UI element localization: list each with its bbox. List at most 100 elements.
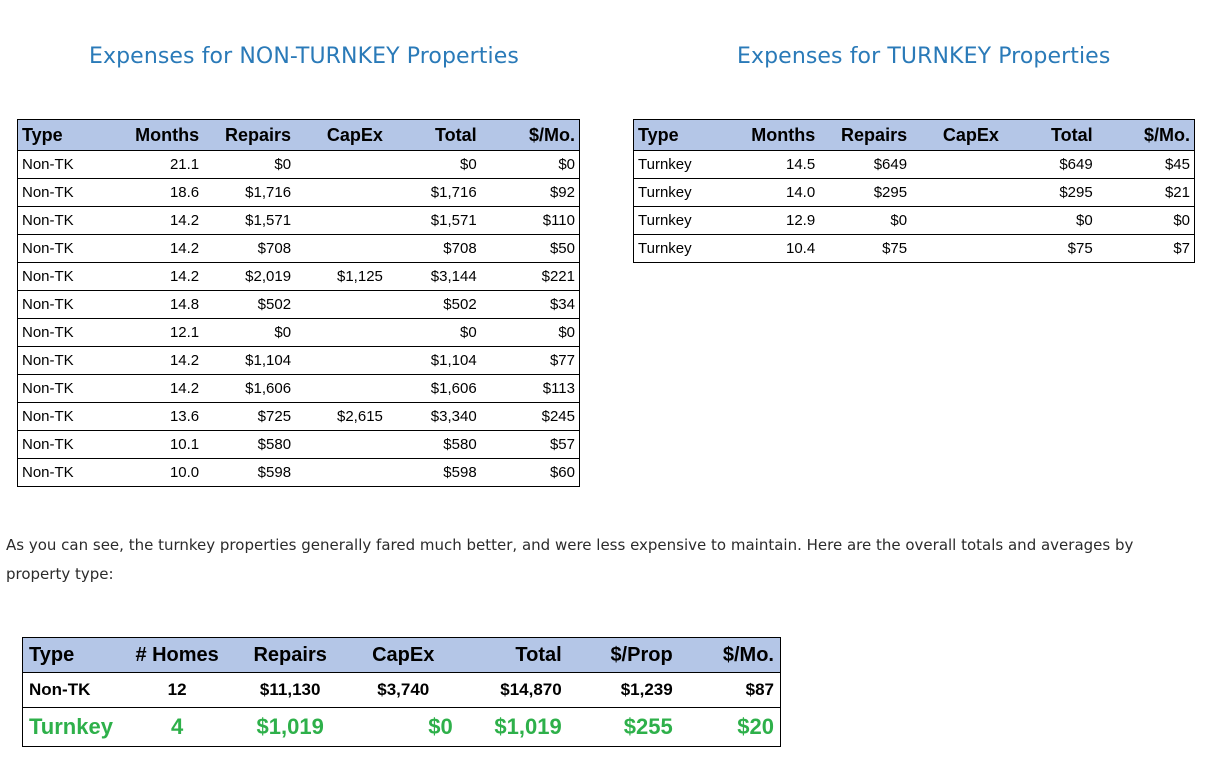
- cell-repairs: $0: [203, 150, 296, 179]
- cell-type: Non-TK: [17, 206, 104, 235]
- cell-total: $708: [386, 234, 481, 263]
- cell-capex: [295, 234, 387, 263]
- cell-capex: [295, 150, 387, 179]
- table-row: Non-TK 14.2 $1,571 $1,571 $110: [17, 206, 580, 235]
- cell-capex: [295, 459, 387, 487]
- cell-capex: [911, 206, 1003, 235]
- cell-repairs: $502: [203, 290, 296, 319]
- table-row: Non-TK 13.6 $725 $2,615 $3,340 $245: [17, 402, 580, 431]
- cell-per-month: $45: [1096, 150, 1195, 179]
- cell-capex: [911, 150, 1003, 179]
- cell-total: $1,716: [386, 178, 481, 207]
- cell-type: Non-TK: [17, 290, 104, 319]
- turnkey-expenses-table: Type Months Repairs CapEx Total $/Mo. Tu…: [633, 119, 1195, 263]
- summary-totals-table: Type # Homes Repairs CapEx Total $/Prop …: [22, 637, 781, 747]
- cell-months: 14.0: [719, 178, 820, 207]
- cell-capex: [295, 430, 387, 459]
- cell-type: Turnkey: [633, 206, 720, 235]
- cell-total: $598: [443, 464, 477, 481]
- cell-repairs: $75: [882, 240, 908, 257]
- header-per-prop: $/Prop: [567, 637, 679, 673]
- cell-capex: $0: [428, 714, 453, 739]
- header-repairs: Repairs: [203, 119, 296, 151]
- cell-months: 14.2: [103, 374, 204, 403]
- table-row: Turnkey 14.5 $649 $649 $45: [633, 150, 1195, 179]
- cell-total: $1,571: [386, 206, 481, 235]
- cell-capex: [911, 178, 1003, 207]
- cell-per-prop: $255: [623, 714, 673, 739]
- table-header-row: Type Months Repairs CapEx Total $/Mo.: [17, 119, 580, 151]
- header-per-month: $/Mo.: [480, 119, 580, 151]
- cell-months: 12.9: [719, 206, 820, 235]
- table-row: Non-TK 14.2 $1,606 $1,606 $113: [17, 374, 580, 403]
- cell-type: Non-TK: [22, 672, 122, 708]
- cell-per-month: $50: [480, 234, 580, 263]
- cell-per-month: $77: [480, 346, 580, 375]
- cell-total: $0: [386, 318, 481, 347]
- table-header-row: Type Months Repairs CapEx Total $/Mo.: [633, 119, 1195, 151]
- cell-capex: [295, 346, 387, 375]
- header-capex: CapEx: [347, 637, 459, 673]
- cell-repairs: $1,571: [203, 206, 296, 235]
- header-months: Months: [103, 119, 204, 151]
- cell-homes: 4: [171, 714, 184, 739]
- table-row: Turnkey 12.9 $0 $0 $0: [633, 206, 1195, 235]
- cell-total: $649: [1002, 150, 1097, 179]
- table-header-row: Type # Homes Repairs CapEx Total $/Prop …: [22, 637, 781, 673]
- table-row: Non-TK 21.1 $0 $0 $0: [17, 150, 580, 179]
- table-row: Non-TK 14.8 $502 $502 $34: [17, 290, 580, 319]
- cell-capex: [911, 235, 1003, 263]
- cell-total: $1,019: [494, 714, 562, 739]
- header-months: Months: [719, 119, 820, 151]
- cell-total: $0: [1002, 206, 1097, 235]
- cell-type: Non-TK: [17, 262, 104, 291]
- cell-capex: [295, 290, 387, 319]
- header-per-month: $/Mo.: [1096, 119, 1195, 151]
- cell-type: Non-TK: [17, 430, 104, 459]
- table-row: Turnkey 10.4 $75 $75 $7: [634, 235, 1195, 263]
- cell-per-month: $92: [480, 178, 580, 207]
- header-repairs: Repairs: [232, 637, 348, 673]
- cell-type: Turnkey: [29, 714, 113, 739]
- header-capex: CapEx: [911, 119, 1003, 151]
- cell-homes: 12: [121, 672, 233, 708]
- header-type: Type: [22, 637, 122, 673]
- cell-repairs: $0: [819, 206, 912, 235]
- cell-repairs: $295: [819, 178, 912, 207]
- cell-per-month: $7: [1173, 240, 1190, 257]
- table-row: Non-TK 14.2 $708 $708 $50: [17, 234, 580, 263]
- non-turnkey-expenses-table: Type Months Repairs CapEx Total $/Mo. No…: [17, 119, 580, 487]
- table-row: Non-TK 12.1 $0 $0 $0: [17, 318, 580, 347]
- cell-total: $295: [1002, 178, 1097, 207]
- cell-repairs: $725: [203, 402, 296, 431]
- header-per-month: $/Mo.: [678, 637, 781, 673]
- header-total: Total: [458, 637, 568, 673]
- cell-capex: [295, 178, 387, 207]
- cell-type: Non-TK: [17, 402, 104, 431]
- cell-per-month: $21: [1096, 178, 1195, 207]
- header-capex: CapEx: [295, 119, 387, 151]
- cell-capex: $1,125: [295, 262, 387, 291]
- cell-capex: $3,740: [347, 672, 459, 708]
- table-row: Non-TK 10.0 $598 $598 $60: [18, 459, 580, 487]
- cell-total: $1,104: [386, 346, 481, 375]
- cell-months: 10.4: [786, 240, 816, 257]
- cell-repairs: $2,019: [203, 262, 296, 291]
- header-type: Type: [17, 119, 104, 151]
- cell-type: Turnkey: [633, 178, 720, 207]
- cell-total: $75: [1067, 240, 1093, 257]
- cell-months: 14.5: [719, 150, 820, 179]
- cell-months: 12.1: [103, 318, 204, 347]
- summary-paragraph: As you can see, the turnkey properties g…: [6, 536, 1134, 583]
- cell-per-month: $0: [480, 150, 580, 179]
- cell-per-month: $113: [480, 374, 580, 403]
- cell-months: 21.1: [103, 150, 204, 179]
- cell-repairs: $11,130: [232, 672, 348, 708]
- cell-total: $1,606: [386, 374, 481, 403]
- cell-type: Non-TK: [17, 374, 104, 403]
- cell-months: 10.0: [169, 464, 200, 481]
- cell-repairs: $1,019: [256, 714, 324, 739]
- cell-repairs: $1,104: [203, 346, 296, 375]
- cell-type: Non-TK: [22, 464, 74, 481]
- cell-total: $0: [386, 150, 481, 179]
